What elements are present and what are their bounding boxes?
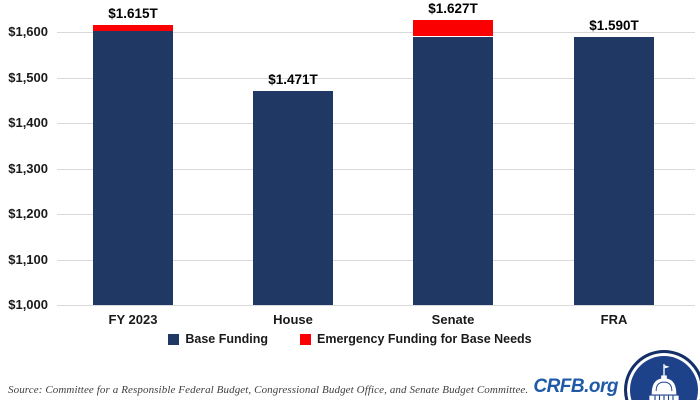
x-category-label-fra: FRA (600, 312, 628, 327)
legend-label-base-funding: Base Funding (185, 332, 268, 346)
bar-segment-fy-2023-emergency-funding-for-base-needs (93, 25, 173, 32)
gridline-1400 (57, 123, 695, 124)
legend-label-emergency-funding-for-base-needs: Emergency Funding for Base Needs (317, 332, 532, 346)
legend-swatch-emergency-funding-for-base-needs (300, 333, 311, 345)
crfb-brand-text: CRFB.org (533, 376, 618, 397)
y-tick-label-1400: $1,400 (8, 115, 48, 130)
bar-total-label-house: $1.471T (268, 71, 318, 87)
gridline-1500 (57, 77, 695, 79)
bar-segment-senate-base-funding (413, 36, 493, 305)
x-category-label-fy-2023: FY 2023 (108, 312, 158, 327)
y-tick-label-1100: $1,100 (8, 251, 48, 267)
bar-segment-house-base-funding (253, 90, 333, 305)
bar-segment-fra-base-funding (574, 36, 654, 305)
capitol-dome-logo-icon (624, 350, 700, 400)
y-tick-label-1200: $1,200 (8, 206, 48, 221)
bar-segment-senate-emergency-funding-for-base-needs (413, 19, 493, 37)
gridline-1000 (57, 305, 695, 306)
y-tick-label-1300: $1,300 (8, 160, 48, 176)
legend-item-emergency-funding-for-base-needs: Emergency Funding for Base Needs (300, 332, 532, 346)
gridline-1600 (57, 32, 695, 33)
bar-total-label-fra: $1.590T (589, 17, 639, 33)
y-tick-label-1000: $1,000 (8, 297, 48, 312)
bar-total-label-senate: $1.627T (428, 0, 478, 16)
y-tick-label-1500: $1,500 (8, 69, 48, 85)
legend-item-base-funding: Base Funding (168, 332, 268, 346)
gridline-1300 (57, 168, 695, 170)
gridline-1200 (57, 214, 695, 215)
x-category-label-house: House (273, 312, 313, 327)
x-category-label-senate: Senate (431, 312, 475, 327)
chart-legend: Base Funding Emergency Funding for Base N… (0, 332, 700, 346)
bar-total-label-fy-2023: $1.615T (108, 6, 158, 22)
bar-segment-fy-2023-base-funding (93, 31, 173, 305)
gridline-1100 (57, 259, 695, 261)
y-tick-label-1600: $1,600 (8, 24, 48, 39)
legend-swatch-base-funding (168, 333, 180, 345)
source-attribution: Source: Committee for a Responsible Fede… (8, 384, 529, 396)
capitol-dome-glyph (649, 364, 679, 400)
